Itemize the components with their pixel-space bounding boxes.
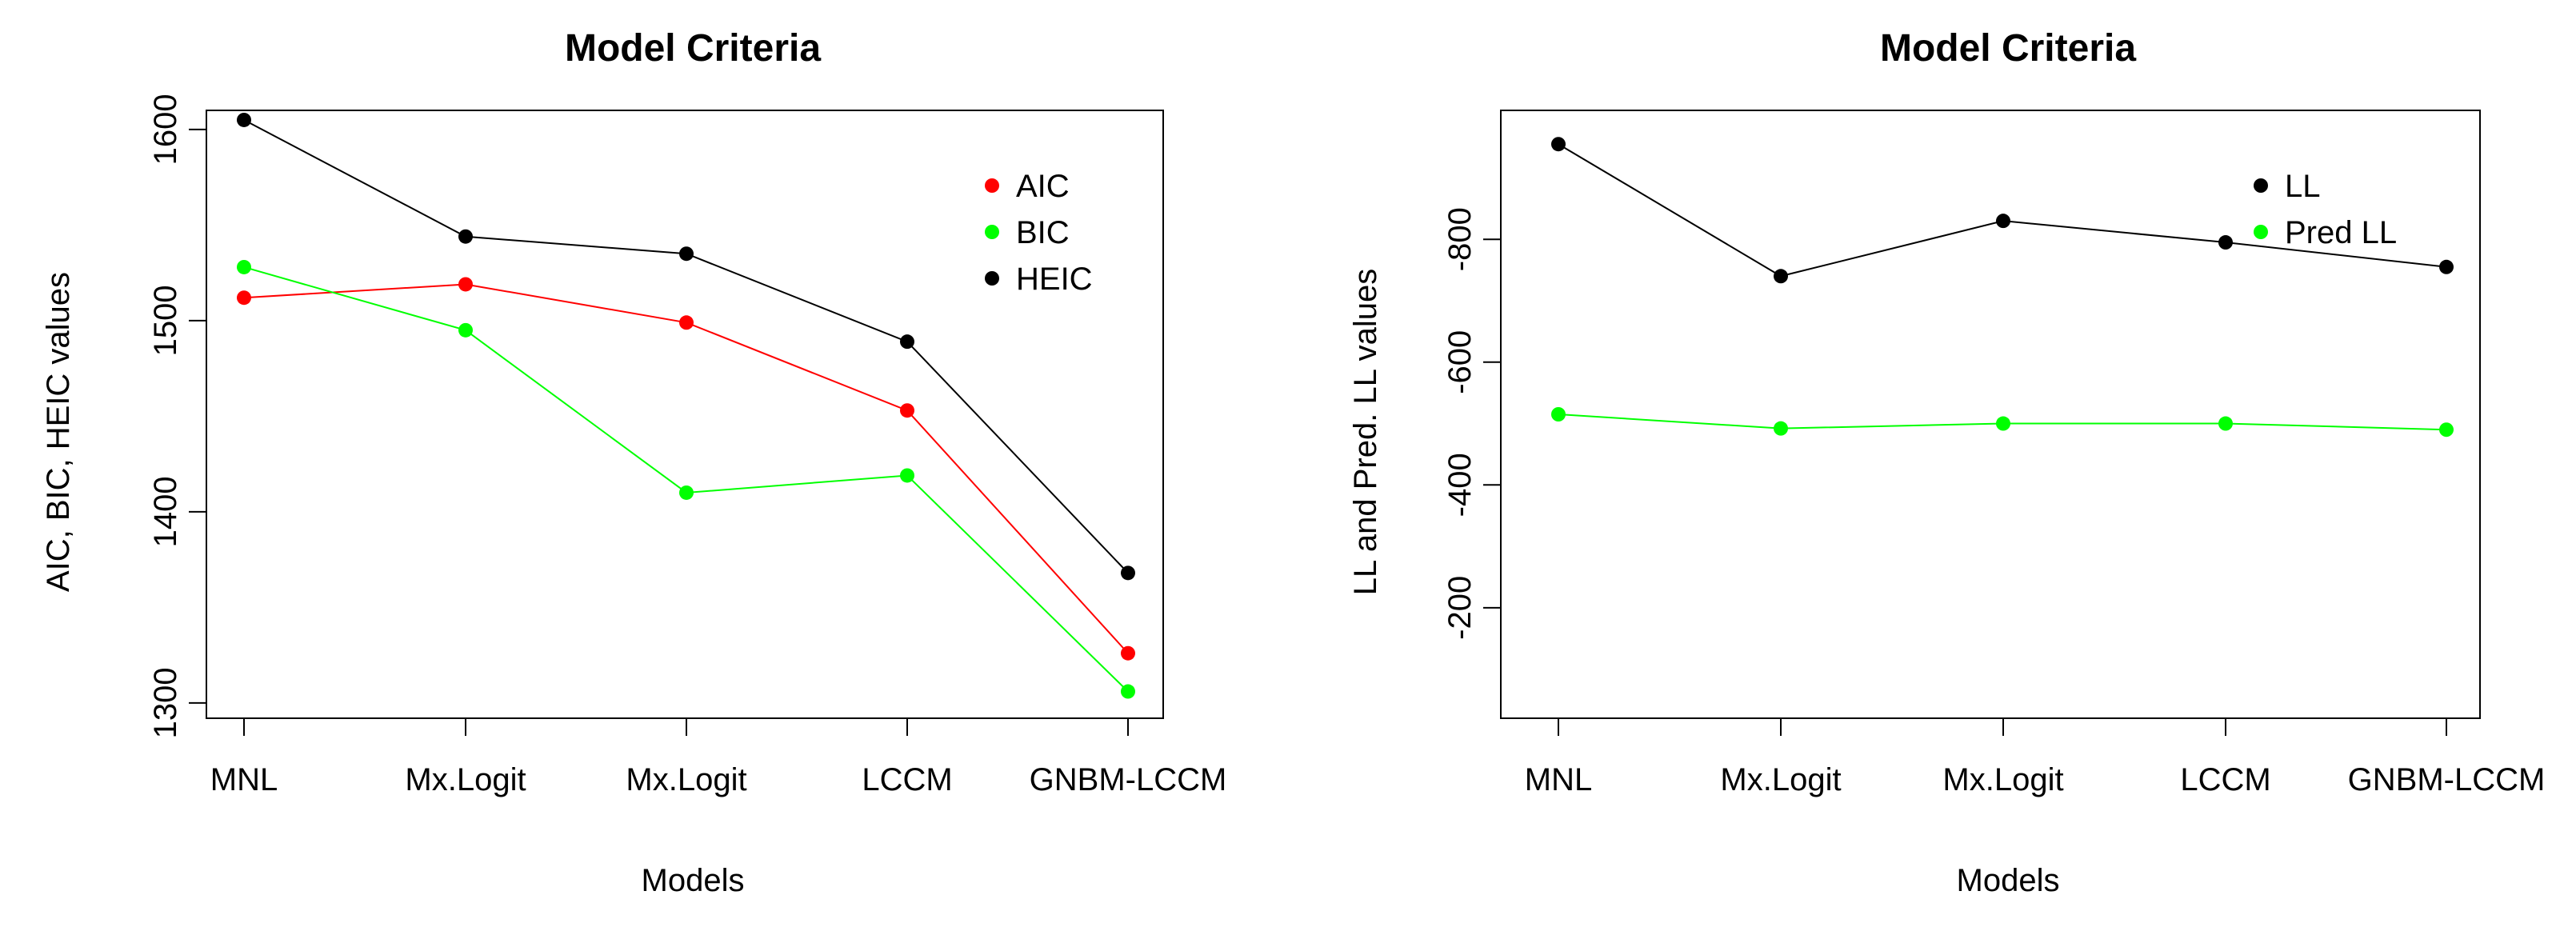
x-tick-label: Mx.Logit: [1942, 762, 2063, 797]
series-line-ll: [1558, 143, 2447, 278]
x-tick-label: LCCM: [2180, 762, 2270, 797]
x-tick-label: MNL: [210, 762, 278, 797]
chart-panel-right: Model Criteria Models LL and Pred. LL va…: [1348, 27, 2545, 898]
data-point-bic: [237, 259, 251, 274]
data-point-aic: [900, 403, 914, 418]
x-axis-title: Models: [1957, 863, 2060, 898]
x-tick-label: MNL: [1525, 762, 1592, 797]
y-tick-label: 1600: [148, 94, 183, 165]
x-axis-title: Models: [642, 863, 745, 898]
y-tick-label: 1300: [148, 667, 183, 738]
y-tick-label: -600: [1442, 330, 1478, 394]
chart-title: Model Criteria: [565, 27, 821, 70]
data-point-heic: [237, 112, 251, 127]
legend-label-aic: AIC: [1016, 169, 1070, 204]
legend-label-ll: LL: [2285, 169, 2321, 204]
x-tick-label: LCCM: [862, 762, 952, 797]
y-tick-label: 1500: [148, 285, 183, 356]
data-point-bic: [1121, 684, 1135, 699]
data-point-bic: [679, 485, 694, 500]
y-axis-title: AIC, BIC, HEIC values: [41, 272, 76, 592]
data-point-heic: [1121, 565, 1135, 581]
chart-panel-left: Model Criteria Models AIC, BIC, HEIC val…: [41, 27, 1226, 898]
series-line-bic: [243, 266, 1129, 693]
legend-label-bic: BIC: [1016, 215, 1070, 250]
y-tick-label: 1400: [148, 476, 183, 547]
data-point-pred-ll: [1996, 416, 2010, 431]
y-tick-label: -200: [1442, 576, 1478, 640]
x-tick-label: GNBM-LCCM: [2348, 762, 2546, 797]
data-point-aic: [458, 277, 473, 292]
legend-marker-bic: [985, 225, 999, 239]
legend-marker-ll: [2254, 178, 2268, 193]
y-axis-title: LL and Pred. LL values: [1348, 269, 1383, 595]
data-point-ll: [1774, 269, 1788, 284]
plot-frame: [206, 110, 1164, 719]
legend-label-pred-ll: Pred LL: [2285, 215, 2397, 250]
chart-title: Model Criteria: [1880, 27, 2136, 70]
y-tick-label: -400: [1442, 453, 1478, 517]
legend-marker-aic: [985, 178, 999, 193]
data-point-pred-ll: [1551, 407, 1566, 422]
data-point-bic: [900, 468, 914, 483]
data-point-ll: [1996, 214, 2010, 229]
legend-label-heic: HEIC: [1016, 262, 1093, 297]
data-point-ll: [2439, 259, 2454, 274]
series-line-aic: [243, 283, 1129, 654]
data-point-ll: [2218, 235, 2233, 250]
data-point-heic: [900, 334, 914, 350]
data-point-pred-ll: [2218, 416, 2233, 431]
data-point-aic: [1121, 645, 1135, 661]
data-point-aic: [237, 290, 251, 306]
data-point-heic: [679, 246, 694, 262]
y-tick-label: -800: [1442, 207, 1478, 271]
x-tick-label: Mx.Logit: [405, 762, 526, 797]
legend-marker-pred-ll: [2254, 225, 2268, 239]
data-point-aic: [679, 315, 694, 330]
plot-frame: [1500, 110, 2481, 719]
data-point-ll: [1551, 137, 1566, 152]
legend-marker-heic: [985, 271, 999, 286]
data-point-bic: [458, 322, 473, 338]
x-tick-label: Mx.Logit: [626, 762, 746, 797]
x-tick-label: GNBM-LCCM: [1030, 762, 1227, 797]
data-point-pred-ll: [1774, 421, 1788, 436]
x-tick-label: Mx.Logit: [1720, 762, 1841, 797]
data-point-pred-ll: [2439, 422, 2454, 438]
data-point-heic: [458, 229, 473, 244]
